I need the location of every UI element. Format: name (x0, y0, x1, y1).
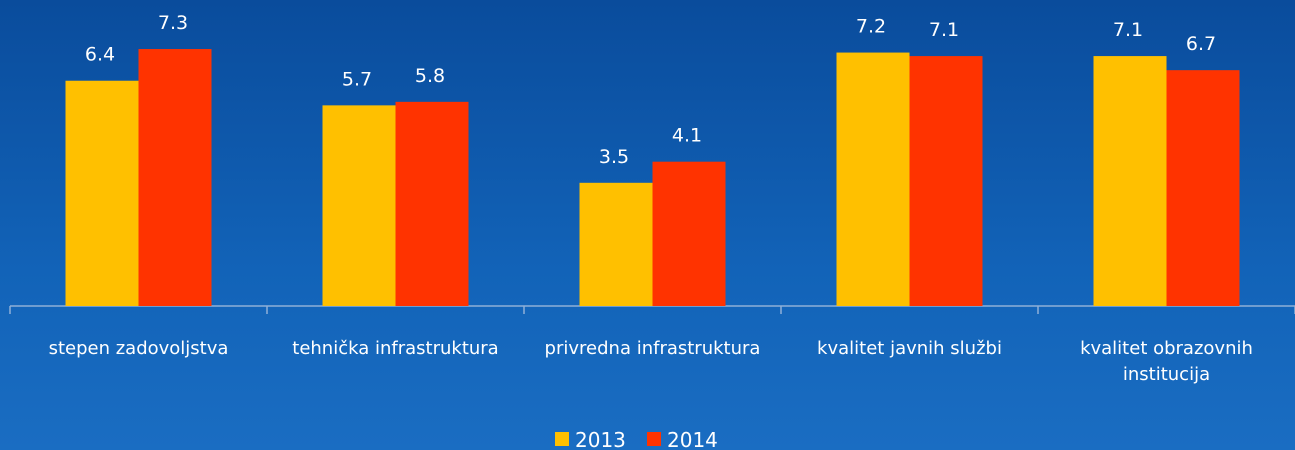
x-tick-label: stepen zadovoljstva (48, 338, 229, 359)
x-tick-label: kvalitet javnih službi (817, 338, 1002, 359)
bar (65, 80, 139, 306)
data-label: 7.2 (856, 16, 886, 38)
x-tick-label: privredna infrastruktura (544, 338, 761, 359)
legend-label: 2013 (575, 428, 626, 450)
data-label: 4.1 (672, 125, 702, 147)
bar (1093, 56, 1167, 306)
bar (322, 105, 396, 306)
data-label: 3.5 (599, 146, 629, 168)
data-label: 6.4 (85, 44, 115, 66)
data-label: 6.7 (1186, 33, 1216, 55)
x-tick-label: kvalitet obrazovnih institucija (1080, 338, 1253, 385)
bar (836, 52, 910, 307)
data-label: 7.1 (929, 19, 959, 41)
legend-swatch (647, 432, 661, 446)
bar (395, 101, 469, 306)
legend-label: 2014 (667, 428, 718, 450)
bar (1166, 70, 1240, 306)
data-label: 5.7 (342, 68, 372, 90)
data-label: 7.1 (1113, 19, 1143, 41)
bar (579, 182, 653, 306)
x-tick-label: tehnička infrastruktura (292, 338, 499, 359)
bar (138, 49, 212, 306)
data-label: 5.8 (415, 65, 445, 87)
bar (909, 56, 983, 306)
data-label: 7.3 (158, 12, 188, 34)
bar (652, 161, 726, 306)
legend-swatch (555, 432, 569, 446)
